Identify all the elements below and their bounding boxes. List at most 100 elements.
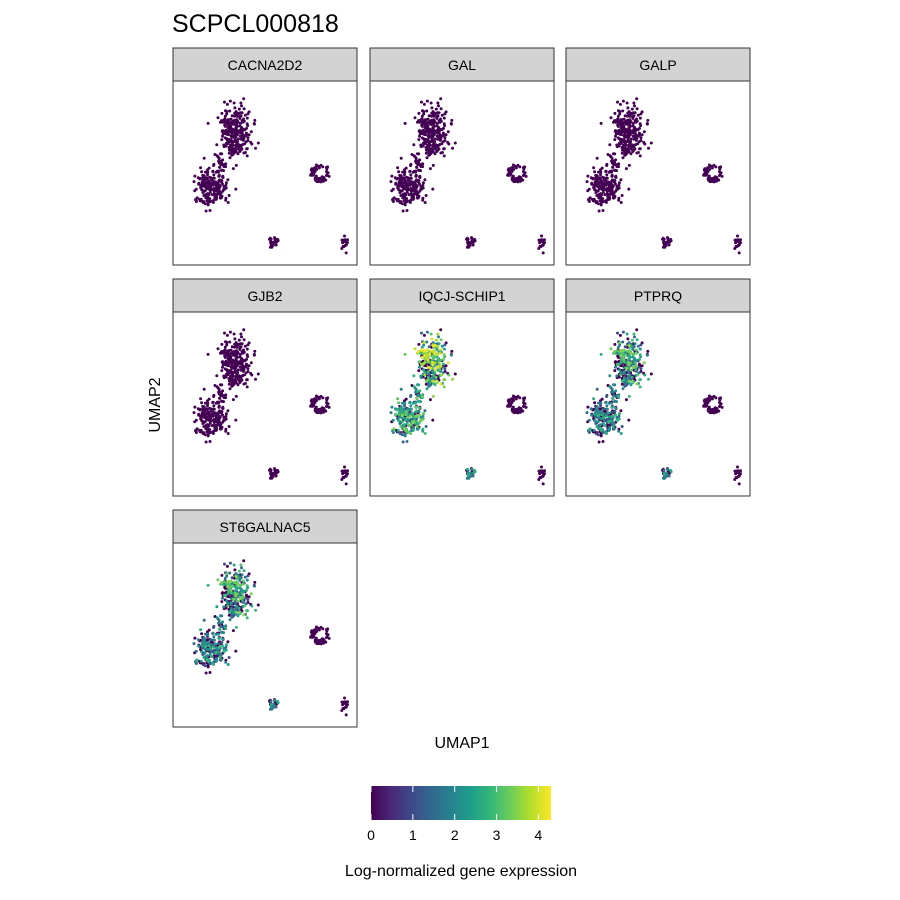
data-point [615,118,619,122]
data-point [253,580,257,584]
data-point [250,142,254,146]
data-point [236,582,240,586]
facet-gal: GAL [369,47,555,266]
data-point [200,632,204,636]
data-point [228,352,232,356]
data-point [223,120,227,124]
data-point [220,600,224,604]
data-point [619,133,623,137]
data-point [592,176,596,180]
data-point [415,409,418,413]
data-point [397,419,401,423]
data-point [199,407,203,411]
facet-st6galnac5: ST6GALNAC5 [172,509,358,728]
data-point [234,572,238,576]
data-point [428,167,432,171]
data-point [226,201,230,204]
data-point [224,414,228,418]
data-point [635,107,639,111]
data-point [392,427,396,431]
data-point [715,409,719,413]
data-point [207,644,211,648]
legend-title: Log-normalized gene expression [345,863,577,880]
data-point [627,379,631,383]
data-point [610,414,614,418]
data-point [244,371,248,375]
data-point [613,369,617,373]
data-point [212,423,216,427]
data-point [617,181,621,185]
data-point [663,472,666,476]
data-point [401,440,405,444]
data-point [392,196,396,200]
data-point [203,645,207,649]
data-point [605,407,609,411]
data-point [624,398,628,402]
data-point [433,368,437,372]
data-point [421,412,425,416]
data-point [396,428,400,432]
data-point [423,432,427,435]
data-point [238,610,242,614]
data-point [638,126,641,130]
data-point [239,563,243,567]
data-point [219,163,223,166]
data-point [622,117,626,121]
data-point [441,140,445,144]
data-point [200,650,204,654]
data-point [435,114,439,118]
data-point [230,135,234,139]
data-point [226,432,230,435]
data-point [418,174,422,178]
data-point [219,411,223,415]
data-point [203,651,207,655]
data-point [635,364,638,368]
data-point [440,344,444,348]
data-point [440,113,444,117]
data-point [212,635,216,639]
data-point [428,147,432,151]
data-point [231,167,235,171]
data-point [632,101,636,105]
data-point [469,241,473,245]
data-point [221,158,225,162]
data-point [607,411,611,415]
data-point [222,396,226,400]
data-point [218,196,222,200]
data-point [227,425,231,428]
data-point [518,396,522,400]
data-point [403,173,406,177]
data-point [510,170,514,174]
data-point [617,144,621,148]
data-point [617,109,620,113]
data-point [405,440,409,443]
data-point [431,344,435,348]
data-point [230,366,234,370]
data-point [437,342,441,346]
data-point [444,364,448,368]
data-point [217,156,221,160]
data-point [619,349,623,353]
data-point [223,345,227,349]
data-point [613,152,617,156]
data-point [211,169,215,173]
data-point [396,166,400,170]
data-point [611,165,615,169]
data-point [222,118,226,122]
data-point [203,664,207,668]
data-point [209,646,213,650]
data-point [599,121,603,125]
data-point [234,418,238,422]
data-point [541,251,545,255]
data-point [212,404,216,408]
data-point [232,332,236,336]
data-point [415,184,419,188]
data-point [638,385,642,389]
data-point [228,109,232,113]
data-point [237,107,241,111]
data-point [276,238,280,241]
data-point [629,383,633,387]
data-point [411,196,415,200]
data-point [627,163,631,167]
data-point [216,116,220,120]
